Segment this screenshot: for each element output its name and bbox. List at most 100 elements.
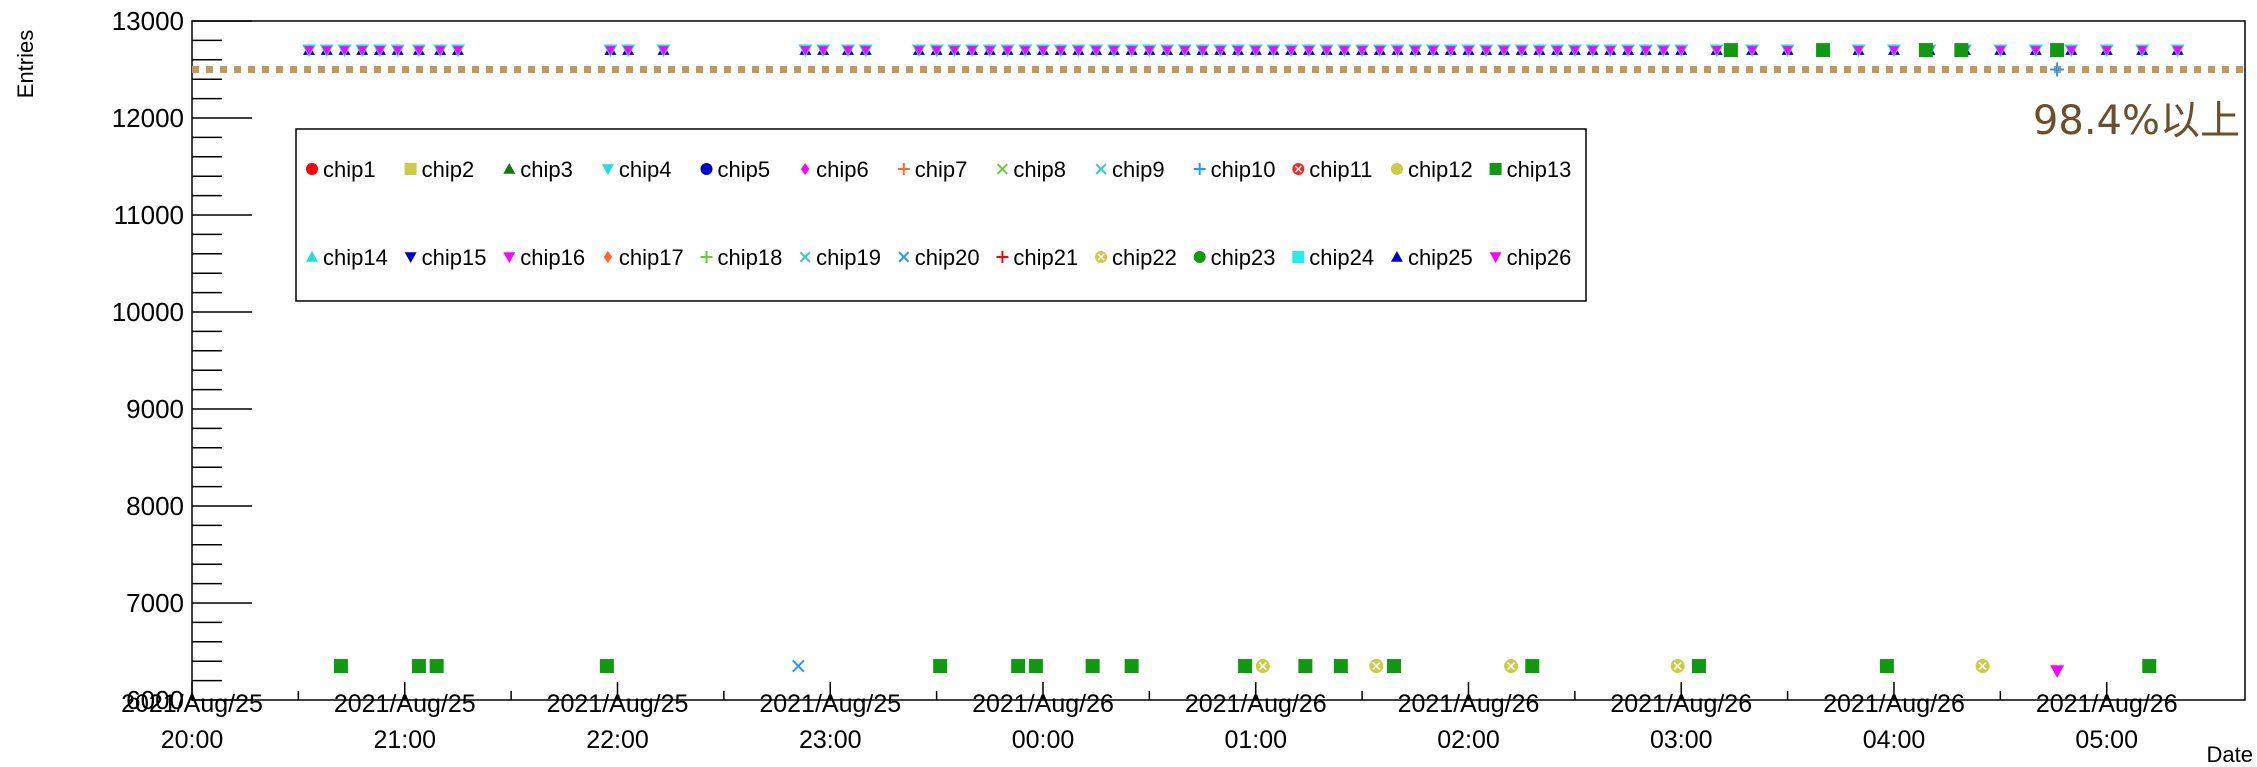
cluster-marker-magenta bbox=[1853, 46, 1864, 56]
legend-marker bbox=[700, 163, 713, 175]
legend-label: chip10 bbox=[1211, 157, 1276, 182]
cluster-point bbox=[411, 44, 426, 58]
cluster-point bbox=[337, 44, 352, 58]
cluster-point bbox=[1284, 44, 1299, 58]
cluster-marker-magenta bbox=[435, 46, 446, 56]
data-point-chip10 bbox=[2050, 62, 2065, 77]
y-tick-label: 8000 bbox=[126, 491, 184, 521]
legend-marker bbox=[404, 163, 417, 175]
x-tick-date-label: 2021/Aug/26 bbox=[1610, 690, 1752, 718]
cluster-point bbox=[372, 44, 387, 58]
data-point-chip13 bbox=[1816, 43, 1831, 58]
legend-marker bbox=[306, 251, 318, 262]
legend-marker bbox=[897, 163, 910, 175]
legend-entry: chip25 bbox=[1390, 245, 1473, 270]
cluster-marker-magenta bbox=[605, 46, 616, 56]
cluster-point bbox=[1177, 44, 1192, 58]
legend-entry: chip15 bbox=[404, 245, 487, 270]
legend-marker bbox=[404, 252, 417, 263]
legend-marker bbox=[996, 251, 1009, 263]
cluster-marker-magenta bbox=[1339, 46, 1350, 56]
cluster-point bbox=[1567, 44, 1582, 58]
legend-entry: chip9 bbox=[1095, 157, 1165, 182]
marker-cross bbox=[1673, 662, 1682, 671]
legend-marker bbox=[800, 163, 810, 175]
legend-marker bbox=[603, 251, 613, 263]
cluster-point bbox=[433, 44, 448, 58]
cluster-point bbox=[1674, 44, 1689, 58]
cluster-point bbox=[2170, 44, 2185, 58]
cluster-point bbox=[2099, 44, 2114, 58]
legend-entry: chip14 bbox=[306, 245, 388, 270]
cluster-point bbox=[1426, 44, 1441, 58]
cluster-marker-magenta bbox=[1073, 46, 1084, 56]
cluster-marker-magenta bbox=[1020, 46, 1031, 56]
data-point-chip26 bbox=[2050, 665, 2065, 678]
cluster-marker-magenta bbox=[392, 46, 403, 56]
cluster-marker-magenta bbox=[1410, 46, 1421, 56]
legend-entry: chip3 bbox=[503, 157, 573, 182]
cluster-point bbox=[1532, 44, 1547, 58]
legend-entry: chip13 bbox=[1489, 157, 1571, 182]
cluster-marker-magenta bbox=[1055, 46, 1066, 56]
cluster-marker-magenta bbox=[818, 46, 829, 56]
data-point-chip13 bbox=[429, 659, 444, 674]
cluster-marker-magenta bbox=[2030, 46, 2041, 56]
legend-label: chip25 bbox=[1408, 245, 1473, 270]
cluster-marker-magenta bbox=[1995, 46, 2006, 56]
cluster-point bbox=[1550, 44, 1565, 58]
legend-label: chip3 bbox=[520, 157, 573, 182]
legend-entry: chip8 bbox=[996, 157, 1066, 182]
legend-label: chip8 bbox=[1013, 157, 1066, 182]
cluster-marker-magenta bbox=[1888, 46, 1899, 56]
legend-marker bbox=[306, 163, 318, 175]
legend-entry: chip21 bbox=[996, 245, 1078, 270]
data-point-chip22 bbox=[1369, 659, 1384, 674]
cluster-point bbox=[1851, 44, 1866, 58]
legend-label: chip5 bbox=[718, 157, 771, 182]
plot-frame bbox=[191, 20, 2246, 701]
cluster-point bbox=[1886, 44, 1901, 58]
x-tick-time-label: 23:00 bbox=[799, 726, 862, 754]
cluster-marker-magenta bbox=[1303, 46, 1314, 56]
cluster-point bbox=[319, 44, 334, 58]
cluster-marker-magenta bbox=[1374, 46, 1385, 56]
marker-cross bbox=[1294, 165, 1302, 173]
legend-label: chip18 bbox=[718, 245, 783, 270]
legend-entry: chip22 bbox=[1095, 245, 1177, 270]
cluster-marker-magenta bbox=[1197, 46, 1208, 56]
legend-marker bbox=[503, 163, 516, 174]
x-tick-time-label: 20:00 bbox=[161, 726, 224, 754]
cluster-marker-magenta bbox=[931, 46, 942, 56]
x-tick-time-label: 01:00 bbox=[1224, 726, 1287, 754]
legend-label: chip24 bbox=[1309, 245, 1374, 270]
data-point-chip22 bbox=[1255, 659, 1270, 674]
cluster-marker-magenta bbox=[800, 46, 811, 56]
legend-label: chip20 bbox=[915, 245, 980, 270]
legend-entry: chip19 bbox=[799, 245, 881, 270]
x-tick-date-label: 2021/Aug/26 bbox=[1185, 690, 1327, 718]
data-point-chip13 bbox=[1028, 659, 1043, 674]
legend-marker bbox=[799, 251, 811, 263]
data-point-chip13 bbox=[1011, 659, 1026, 674]
legend-label: chip14 bbox=[323, 245, 388, 270]
cluster-marker-magenta bbox=[1605, 46, 1616, 56]
marker-cross bbox=[1097, 253, 1105, 261]
cluster-point bbox=[1780, 44, 1795, 58]
legend-label: chip17 bbox=[619, 245, 684, 270]
legend-entry: chip20 bbox=[898, 245, 980, 270]
marker-cross bbox=[1506, 662, 1516, 671]
cluster-marker-magenta bbox=[1640, 46, 1651, 56]
legend-label: chip22 bbox=[1112, 245, 1177, 270]
legend-label: chip26 bbox=[1507, 245, 1572, 270]
cluster-point bbox=[1709, 44, 1724, 58]
cluster-marker-magenta bbox=[1037, 46, 1048, 56]
legend-marker bbox=[1095, 163, 1107, 175]
cluster-point bbox=[1656, 44, 1671, 58]
cluster-marker-magenta bbox=[1108, 46, 1119, 56]
cluster-marker-magenta bbox=[1392, 46, 1403, 56]
legend-label: chip15 bbox=[422, 245, 487, 270]
data-point-chip20 bbox=[792, 659, 805, 673]
cluster-marker-magenta bbox=[1782, 46, 1793, 56]
cluster-point bbox=[1124, 44, 1139, 58]
